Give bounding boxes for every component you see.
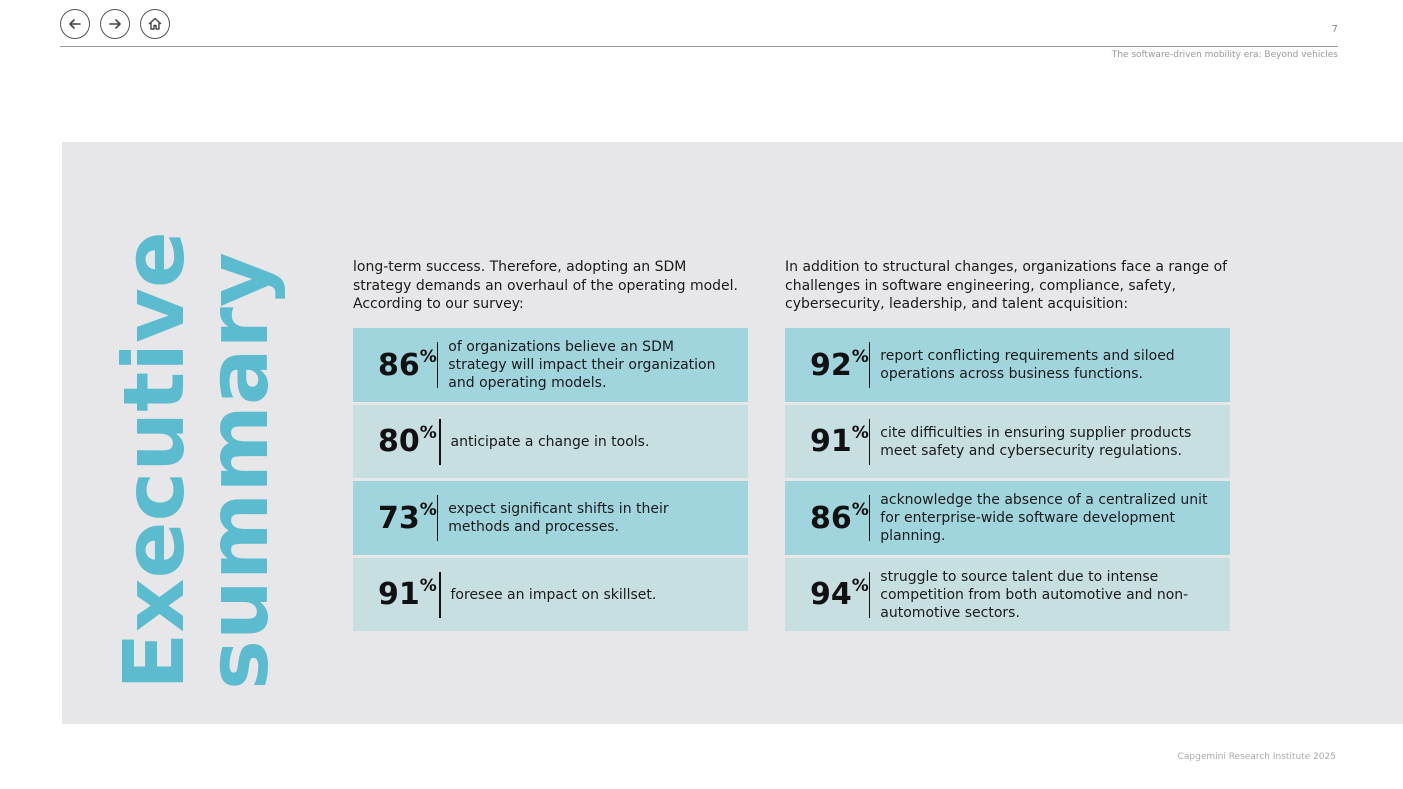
arrow-right-icon <box>109 19 121 29</box>
stat-value: 80% <box>378 423 437 459</box>
stat-value: 73% <box>378 499 437 536</box>
stat-row: 73% expect significant shifts in their m… <box>353 481 748 555</box>
stat-row: 91% cite difficulties in ensuring suppli… <box>785 405 1230 478</box>
running-head: The software-driven mobility era: Beyond… <box>1111 50 1338 60</box>
stat-text: report conflicting requirements and silo… <box>880 348 1175 382</box>
back-button[interactable] <box>60 9 90 39</box>
header-divider <box>60 46 1338 47</box>
stat-value: 86% <box>378 346 437 383</box>
right-column: In addition to structural changes, organ… <box>785 258 1230 634</box>
stat-text: of organizations believe an SDM strategy… <box>448 339 716 391</box>
forward-button[interactable] <box>100 9 130 39</box>
section-title-line1: Executive <box>105 231 203 690</box>
stat-row: 86% acknowledge the absence of a central… <box>785 481 1230 555</box>
stat-divider <box>868 571 871 618</box>
section-title-line2: summary <box>189 252 287 690</box>
stat-value: 91% <box>810 423 869 459</box>
right-intro: In addition to structural changes, organ… <box>785 259 1228 312</box>
page-number: 7 <box>1331 24 1338 35</box>
stat-text: acknowledge the absence of a centralized… <box>880 492 1208 544</box>
stat-divider <box>436 342 439 388</box>
stat-text: expect significant shifts in their metho… <box>448 501 669 535</box>
stat-value: 94% <box>810 576 869 612</box>
stat-row: 91% foresee an impact on skillset. <box>353 558 748 631</box>
footer-credit: Capgemini Research Institute 2025 <box>1177 752 1336 762</box>
stat-divider <box>436 495 439 541</box>
stat-row: 80% anticipate a change in tools. <box>353 405 748 478</box>
left-intro: long-term success. Therefore, adopting a… <box>353 259 739 312</box>
stat-value: 91% <box>378 576 437 612</box>
stat-divider <box>439 418 441 465</box>
stat-text: anticipate a change in tools. <box>450 433 650 450</box>
arrow-left-icon <box>69 19 81 29</box>
home-icon <box>148 17 162 30</box>
stat-divider <box>439 571 441 618</box>
stat-text: cite difficulties in ensuring supplier p… <box>880 424 1192 459</box>
stat-divider <box>868 342 871 388</box>
section-title: Executive summary <box>105 231 287 690</box>
stat-divider <box>868 495 871 541</box>
nav-bar <box>60 9 170 39</box>
left-column: long-term success. Therefore, adopting a… <box>353 258 748 634</box>
stat-row: 94% struggle to source talent due to int… <box>785 558 1230 631</box>
stat-text: struggle to source talent due to intense… <box>880 568 1189 621</box>
stat-divider <box>868 418 871 465</box>
stat-row: 92% report conflicting requirements and … <box>785 328 1230 402</box>
stat-text: foresee an impact on skillset. <box>450 586 657 603</box>
stat-value: 92% <box>810 346 869 383</box>
stat-row: 86% of organizations believe an SDM stra… <box>353 328 748 402</box>
home-button[interactable] <box>140 9 170 39</box>
stat-value: 86% <box>810 499 869 536</box>
